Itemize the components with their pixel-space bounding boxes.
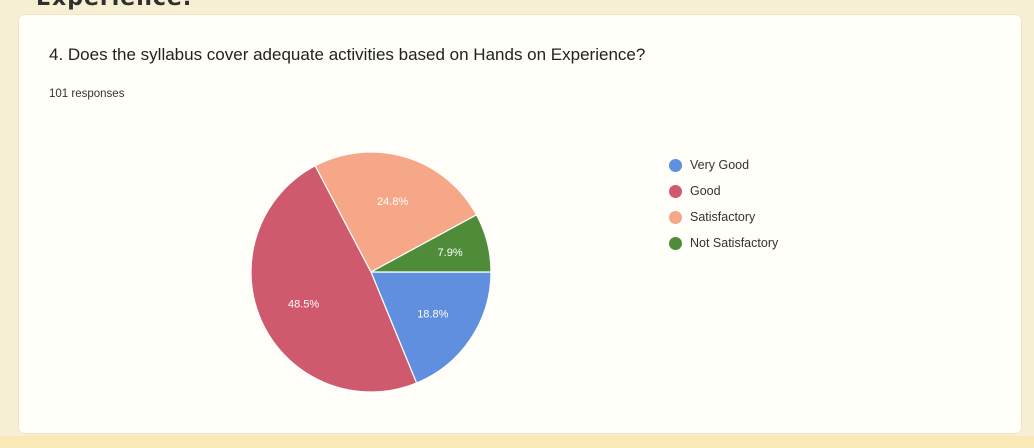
- slice-label-satisfactory: 24.8%: [377, 196, 408, 208]
- pie-slice-good: [250, 164, 418, 393]
- legend-label-good: Good: [690, 184, 721, 198]
- question-title: 4. Does the syllabus cover adequate acti…: [49, 45, 646, 64]
- section-heading-fragment: Experience.: [36, 0, 192, 11]
- slice-label-very-good: 18.8%: [417, 308, 448, 320]
- chart-legend: Very Good Good Satisfactory Not Satisfac…: [669, 152, 778, 256]
- pie-slice-very-good: [370, 271, 492, 384]
- legend-label-not-satisfactory: Not Satisfactory: [690, 236, 779, 250]
- legend-item-good: Good: [669, 178, 778, 204]
- slice-label-good: 48.5%: [288, 298, 319, 310]
- legend-item-not-satisfactory: Not Satisfactory: [669, 230, 778, 256]
- response-count: 101 responses: [49, 88, 125, 100]
- slice-label-not-satisfactory: 7.9%: [438, 247, 463, 259]
- legend-swatch-very-good: [669, 158, 682, 172]
- legend-swatch-good: [669, 184, 682, 198]
- question-card: 4. Does the syllabus cover adequate acti…: [18, 14, 1022, 434]
- legend-label-very-good: Very Good: [690, 158, 750, 172]
- legend-item-satisfactory: Satisfactory: [669, 204, 778, 230]
- pie-slice-not-satisfactory: [370, 214, 492, 273]
- legend-swatch-not-satisfactory: [669, 236, 682, 250]
- legend-swatch-satisfactory: [669, 210, 682, 224]
- legend-item-very-good: Very Good: [669, 152, 778, 178]
- pie-slice-satisfactory: [314, 151, 478, 273]
- legend-label-satisfactory: Satisfactory: [690, 210, 756, 224]
- pie-chart: 18.8% 48.5% 24.8% 7.9%: [250, 151, 492, 393]
- page-bottom-band: [0, 436, 1034, 448]
